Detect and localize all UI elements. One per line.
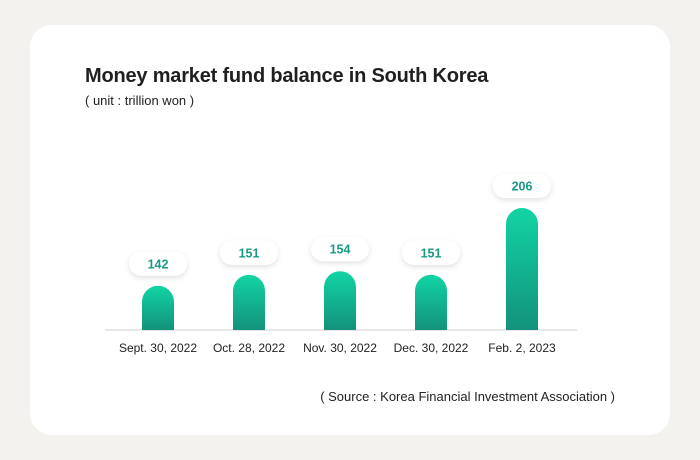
value-label-0: 142 [148, 257, 169, 271]
chart-card: Money market fund balance in South Korea… [30, 25, 670, 435]
chart-unit-subtitle: ( unit : trillion won ) [85, 93, 195, 108]
value-label-pill-4 [493, 174, 551, 199]
bar-4 [506, 208, 538, 330]
x-tick-label-4: Feb. 2, 2023 [488, 341, 556, 355]
chart-source: ( Source : Korea Financial Investment As… [320, 389, 615, 404]
value-label-2: 154 [330, 243, 351, 257]
bar-2 [324, 271, 356, 330]
x-tick-label-1: Oct. 28, 2022 [213, 341, 285, 355]
x-tick-label-3: Dec. 30, 2022 [394, 341, 469, 355]
value-label-pill-3 [402, 240, 460, 265]
chart-title: Money market fund balance in South Korea [85, 65, 489, 87]
x-tick-label-2: Nov. 30, 2022 [303, 341, 377, 355]
x-tick-label-0: Sept. 30, 2022 [119, 341, 197, 355]
value-label-pill-0 [129, 251, 187, 276]
bar-1 [233, 274, 265, 330]
value-label-pill-2 [311, 237, 369, 262]
bar-3 [415, 274, 447, 330]
value-label-pill-1 [220, 240, 278, 265]
value-label-3: 151 [421, 246, 442, 260]
value-label-4: 206 [512, 180, 533, 194]
value-label-1: 151 [239, 246, 260, 260]
bar-0 [142, 285, 174, 330]
